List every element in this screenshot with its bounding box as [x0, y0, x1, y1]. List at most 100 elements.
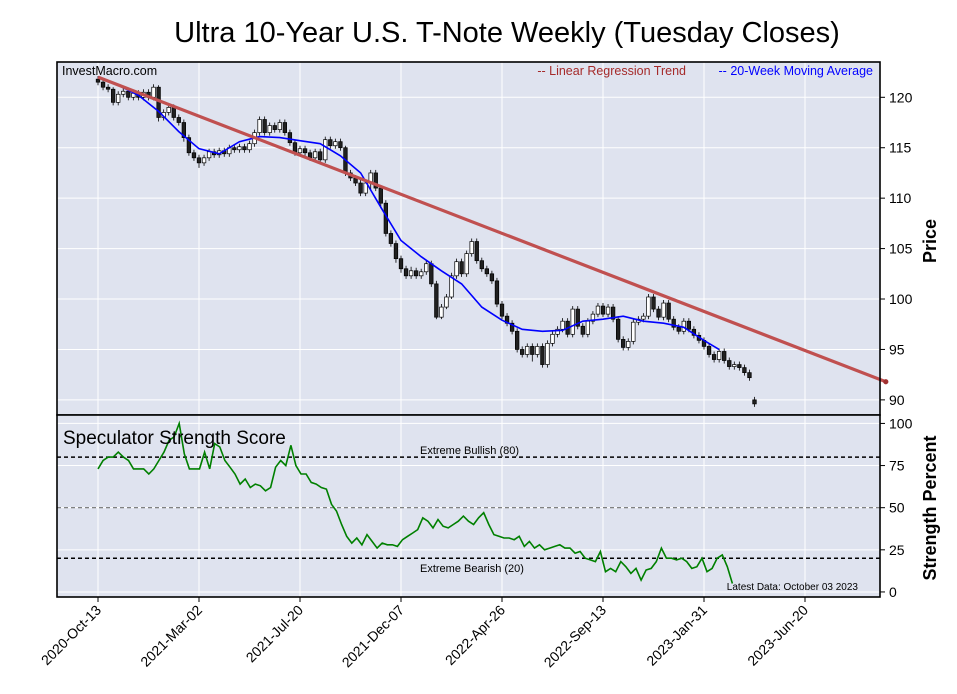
candle-body	[520, 349, 525, 355]
candle-body	[398, 258, 404, 270]
price-vertical-gridlines	[97, 62, 806, 415]
candle-body	[434, 283, 439, 318]
candle-body	[494, 280, 500, 305]
candle-body	[403, 268, 409, 277]
candle-body	[287, 132, 293, 144]
strength-vertical-gridlines	[97, 415, 806, 597]
candle-body	[575, 308, 580, 327]
strength-gridlines	[57, 422, 880, 593]
candle-body	[408, 270, 414, 277]
candle-body	[716, 351, 722, 360]
candle-body	[333, 141, 338, 147]
candle-body	[474, 241, 479, 262]
strength-score-line	[97, 420, 734, 584]
candle-body	[525, 346, 530, 355]
candle-body	[671, 318, 676, 328]
candle-body	[176, 117, 181, 123]
candle-body	[610, 306, 616, 320]
x-tick-label: 2021-Mar-02	[137, 602, 205, 670]
candle-body	[393, 243, 399, 260]
candle-body	[272, 125, 277, 130]
candle-body	[600, 305, 606, 315]
candle-body	[560, 320, 565, 330]
candle-body	[378, 187, 383, 204]
candle-body	[201, 157, 207, 164]
price-axis-ticks: 90 95 100 105 110 115 120	[880, 89, 913, 408]
candle-body	[439, 306, 444, 318]
candle-body	[247, 143, 252, 151]
candle-body	[686, 320, 691, 330]
candle-body	[580, 325, 585, 335]
candle-body	[449, 275, 454, 298]
candle-body	[237, 146, 242, 151]
candle-body	[656, 308, 661, 318]
regression-trend-line	[97, 75, 887, 384]
candle-body	[535, 346, 540, 355]
candle-body	[171, 107, 176, 118]
candle-body	[424, 263, 429, 273]
candle-body	[631, 321, 636, 342]
x-tick-label: 2022-Apr-26	[442, 602, 508, 668]
price-plot-background	[57, 62, 880, 415]
candle-body	[444, 296, 449, 308]
candle-body	[414, 270, 419, 277]
strength-panel: Speculator Strength Score Extreme Bullis…	[56, 414, 940, 600]
watermark: InvestMacro.com	[62, 64, 157, 78]
candle-body	[722, 351, 727, 361]
candle-body	[605, 306, 611, 315]
candle-body	[747, 372, 752, 379]
x-tick-label: 2023-Jun-20	[744, 602, 811, 669]
candle-body	[116, 93, 121, 103]
candle-body	[550, 333, 555, 344]
candle-body	[242, 146, 247, 151]
candle-body	[727, 360, 732, 367]
candlestick-series	[95, 76, 757, 407]
strength-tick-label: 75	[889, 458, 905, 474]
strength-plot-frame	[56, 414, 881, 598]
candle-body	[186, 137, 192, 154]
candle-body	[338, 141, 343, 149]
candle-body	[737, 364, 742, 368]
x-axis-ticks: 2020-Oct-13 2021-Mar-02 2021-Jul-20 2021-De…	[38, 597, 811, 670]
candle-body	[196, 157, 202, 164]
candle-body	[641, 315, 646, 320]
candle-body	[661, 302, 666, 318]
candle-body	[267, 125, 272, 133]
candle-body	[676, 326, 681, 332]
candle-body	[469, 241, 474, 254]
candle-body	[540, 346, 545, 365]
latest-data-note: Latest Data: October 03 2023	[727, 582, 859, 593]
candle-body	[499, 303, 505, 317]
price-panel: InvestMacro.com -- Linear Regression Tre…	[56, 61, 940, 416]
candle-body	[585, 320, 590, 335]
candle-body	[358, 182, 363, 194]
candle-body	[514, 330, 520, 350]
strength-tick-label: 50	[889, 500, 905, 516]
candle-body	[509, 322, 515, 332]
candle-body	[459, 261, 464, 275]
candle-body	[570, 308, 575, 335]
candle-body	[454, 261, 459, 277]
candle-body	[95, 78, 101, 83]
candle-body	[711, 354, 717, 360]
candle-body	[100, 81, 106, 88]
candle-body	[646, 296, 651, 317]
price-tick-label: 115	[889, 140, 912, 156]
candle-body	[742, 367, 747, 373]
candle-body	[666, 302, 671, 320]
candle-body	[621, 339, 626, 348]
candle-body	[595, 305, 601, 315]
x-tick-label: 2023-Jan-31	[643, 602, 710, 669]
price-tick-label: 95	[889, 341, 905, 357]
candle-body	[105, 86, 111, 90]
strength-plot-background	[57, 415, 880, 597]
strength-panel-title: Speculator Strength Score	[63, 428, 286, 449]
candle-body	[181, 122, 187, 138]
extreme-bullish-label: Extreme Bullish (80)	[420, 445, 519, 457]
candle-body	[297, 148, 303, 154]
x-tick-label: 2021-Jul-20	[243, 602, 307, 666]
candle-body	[590, 313, 596, 322]
price-tick-label: 110	[889, 190, 912, 206]
candle-body	[419, 271, 424, 277]
candle-body	[388, 233, 394, 244]
